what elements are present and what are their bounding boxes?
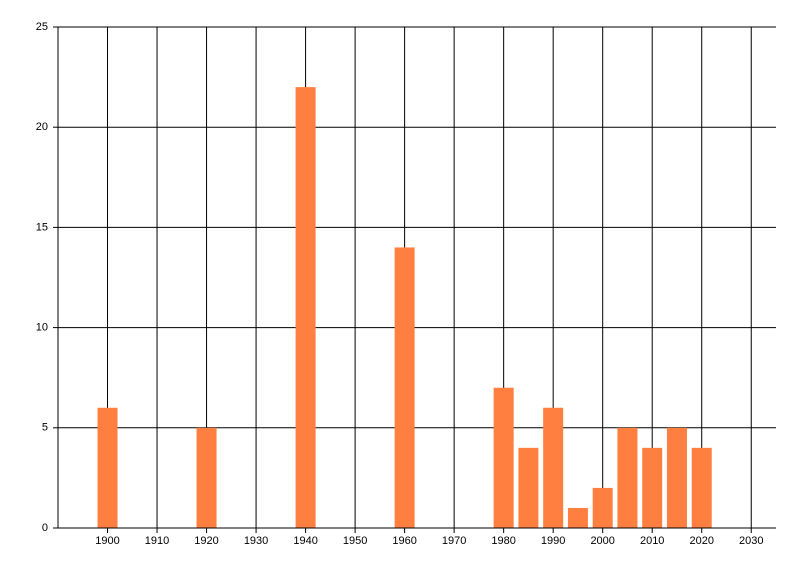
bar	[518, 447, 539, 528]
x-tick-label: 2010	[640, 535, 664, 547]
bar	[642, 447, 663, 528]
y-tick-label: 0	[42, 522, 48, 534]
x-tick-label: 1990	[541, 535, 565, 547]
y-tick-label: 10	[36, 322, 48, 334]
bar	[196, 427, 217, 528]
y-tick-label: 5	[42, 422, 48, 434]
x-tick-label: 1970	[442, 535, 466, 547]
y-tick-label: 15	[36, 221, 48, 233]
bar	[295, 87, 316, 529]
x-tick-label: 2020	[689, 535, 713, 547]
bar	[567, 507, 588, 528]
y-tick-label: 25	[36, 21, 48, 33]
bar	[666, 427, 687, 528]
x-tick-label: 1980	[491, 535, 515, 547]
bar	[691, 447, 712, 528]
x-tick-label: 1930	[244, 535, 268, 547]
bar	[543, 407, 564, 528]
y-tick-label: 20	[36, 121, 48, 133]
bar	[394, 247, 415, 528]
x-tick-label: 1950	[343, 535, 367, 547]
x-tick-label: 1910	[145, 535, 169, 547]
bar	[592, 487, 613, 528]
x-tick-label: 1940	[293, 535, 317, 547]
x-tick-label: 1960	[392, 535, 416, 547]
x-tick-label: 1920	[194, 535, 218, 547]
x-tick-label: 2030	[739, 535, 763, 547]
bar	[493, 387, 514, 528]
x-tick-label: 1900	[95, 535, 119, 547]
bar	[97, 407, 118, 528]
bar	[617, 427, 638, 528]
x-tick-label: 2000	[590, 535, 614, 547]
